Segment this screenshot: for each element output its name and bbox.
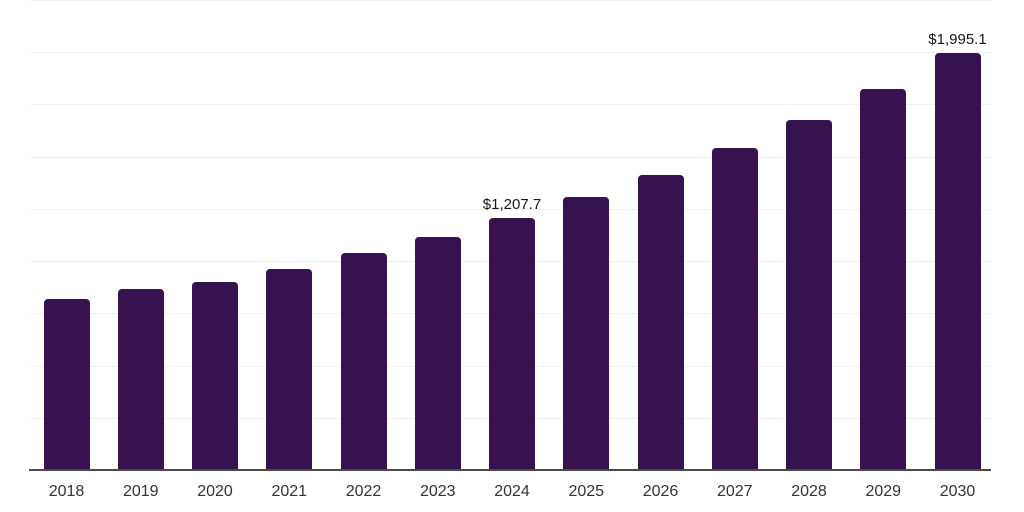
- x-tick-label-2025: 2025: [568, 483, 605, 500]
- x-tick-label-2022: 2022: [345, 483, 382, 500]
- bar-2024: [489, 217, 535, 470]
- bar-2028: [786, 119, 832, 470]
- x-tick-label-2020: 2020: [197, 483, 233, 500]
- bar-2021: [266, 269, 313, 470]
- gridline-1250: [31, 208, 991, 210]
- x-tick-label-2029: 2029: [865, 483, 902, 500]
- gridline-1500: [31, 156, 991, 158]
- x-tick-label-2027: 2027: [716, 483, 753, 500]
- data-label-2030: $1,995.1: [928, 31, 987, 49]
- bar-2019: [117, 289, 164, 470]
- x-tick-label-2019: 2019: [122, 483, 159, 500]
- x-tick-label-2028: 2028: [791, 483, 827, 500]
- bar-2023: [414, 237, 461, 470]
- bar-2026: [637, 175, 684, 470]
- gridline-2000: [31, 52, 991, 54]
- x-axis: 2018 2019 2020 2021 2022 2023 2024 2025 2026 2027…: [31, 470, 991, 512]
- x-tick-label-2030: 2030: [939, 483, 976, 500]
- bar-2027: [711, 147, 758, 470]
- gridline-1750: [31, 104, 991, 106]
- x-axis-line: [29, 469, 991, 471]
- bar-2030: [934, 53, 981, 470]
- bar-2025: [563, 196, 610, 470]
- gridline-2250: [31, 0, 991, 1]
- bar-2029: [860, 89, 907, 470]
- data-label-2024: $1,207.7: [482, 195, 542, 213]
- x-tick-label-2026: 2026: [642, 483, 679, 500]
- x-tick-label-2021: 2021: [271, 483, 308, 500]
- bar-2018: [43, 298, 90, 470]
- plot-area: $1,207.7 $1,995.1: [31, 0, 991, 470]
- bar-2020: [192, 282, 238, 470]
- x-tick-label-2018: 2018: [48, 483, 85, 500]
- x-tick-label-2023: 2023: [419, 483, 456, 500]
- x-tick-label-2024: 2024: [494, 483, 530, 500]
- bar-2022: [340, 252, 387, 470]
